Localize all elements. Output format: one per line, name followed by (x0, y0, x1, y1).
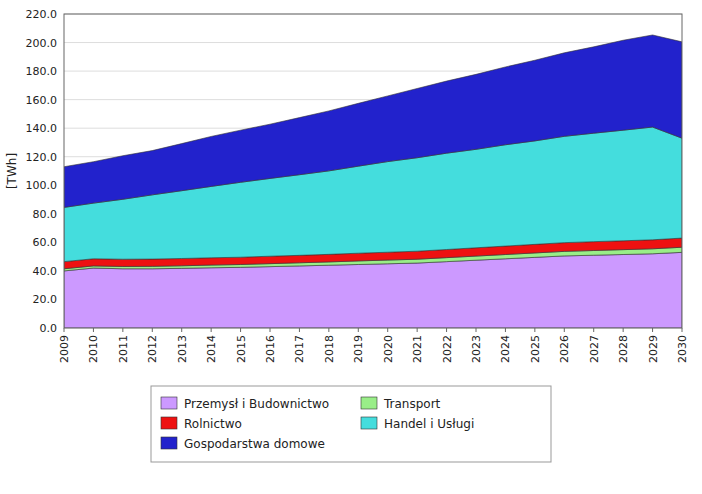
x-tick-label: 2027 (588, 335, 601, 363)
x-tick (328, 328, 329, 332)
areas (64, 35, 682, 328)
y-tick-label: 180.0 (26, 65, 58, 78)
x-tick (623, 328, 624, 332)
x-axis: 2009 2010 2011 2012 2013 2014 2015 2016 2017 2018… (58, 328, 689, 363)
x-tick-label: 2029 (647, 335, 660, 363)
x-tick-label: 2012 (146, 335, 159, 363)
legend-label: Handel i Usługi (384, 417, 474, 431)
legend-label: Przemysł i Budownictwo (184, 397, 329, 411)
legend-label: Transport (383, 397, 441, 411)
y-tick-label: 100.0 (26, 179, 58, 192)
x-tick-label: 2022 (441, 335, 454, 363)
y-tick-label: 140.0 (26, 122, 58, 135)
x-tick-label: 2028 (617, 335, 630, 363)
x-tick (122, 328, 123, 332)
plot-frame (64, 14, 682, 328)
x-tick (299, 328, 300, 332)
x-tick-label: 2011 (117, 335, 130, 363)
x-tick (417, 328, 418, 332)
y-tick-label: 160.0 (26, 94, 58, 107)
x-tick-label: 2030 (676, 335, 689, 363)
x-tick (387, 328, 388, 332)
x-tick (505, 328, 506, 332)
y-tick-label: 20.0 (33, 293, 58, 306)
y-tick-label: 200.0 (26, 37, 58, 50)
chart-container: 0.0 20.0 40.0 60.0 80.0 100.0 120.0 140.0 160.0 1… (0, 0, 702, 494)
x-tick-label: 2025 (529, 335, 542, 363)
legend-swatch (361, 417, 377, 429)
legend-swatch (161, 397, 177, 409)
y-tick-label: 80.0 (33, 208, 58, 221)
x-tick-label: 2024 (499, 335, 512, 363)
y-tick-label: 60.0 (33, 236, 58, 249)
y-tick-label: 0.0 (40, 322, 58, 335)
y-tick-label: 220.0 (26, 8, 58, 21)
x-tick-label: 2013 (176, 335, 189, 363)
x-tick-label: 2026 (558, 335, 571, 363)
y-tick-label: 120.0 (26, 151, 58, 164)
x-tick (476, 328, 477, 332)
x-tick (64, 328, 65, 332)
area (64, 35, 682, 207)
x-tick (240, 328, 241, 332)
legend-swatch (361, 397, 377, 409)
grid-line (64, 42, 682, 43)
x-tick (93, 328, 94, 332)
legend-label: Rolnictwo (184, 417, 242, 431)
x-tick-label: 2020 (382, 335, 395, 363)
x-tick-label: 2019 (352, 335, 365, 363)
y-tick-label: 40.0 (33, 265, 58, 278)
x-tick-label: 2014 (205, 335, 218, 363)
x-tick-label: 2010 (87, 335, 100, 363)
x-tick (270, 328, 271, 332)
x-tick (211, 328, 212, 332)
y-axis-label: [TWh] (5, 153, 19, 189)
legend-swatch (161, 417, 177, 429)
x-tick-label: 2018 (323, 335, 336, 363)
x-tick (652, 328, 653, 332)
legend-box (151, 386, 551, 462)
chart-svg: 0.0 20.0 40.0 60.0 80.0 100.0 120.0 140.0 160.0 1… (0, 0, 702, 494)
x-tick-label: 2017 (293, 335, 306, 363)
x-tick-label: 2023 (470, 335, 483, 363)
x-tick-label: 2021 (411, 335, 424, 363)
legend-label: Gospodarstwa domowe (184, 437, 325, 451)
x-tick-label: 2015 (235, 335, 248, 363)
x-tick (682, 328, 683, 332)
y-grid (64, 14, 682, 328)
x-tick (358, 328, 359, 332)
x-tick (446, 328, 447, 332)
x-tick-label: 2009 (58, 335, 71, 363)
x-tick (593, 328, 594, 332)
x-tick (152, 328, 153, 332)
legend-swatch (161, 437, 177, 449)
x-tick-label: 2016 (264, 335, 277, 363)
x-tick (181, 328, 182, 332)
legend: Przemysł i Budownictwo Transport Rolnictwo… (151, 386, 551, 462)
x-tick (564, 328, 565, 332)
x-tick (534, 328, 535, 332)
y-axis: 0.0 20.0 40.0 60.0 80.0 100.0 120.0 140.0 160.0 1… (26, 8, 58, 335)
